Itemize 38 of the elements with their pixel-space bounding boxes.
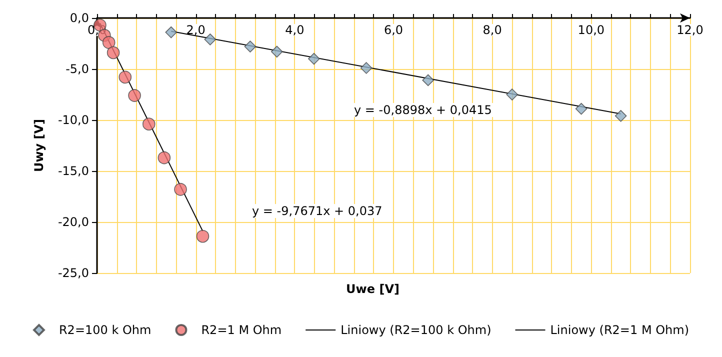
y-tick-label: 0,0 [70, 11, 89, 25]
x-tick-label: 12,0 [676, 23, 704, 37]
x-tick-label: 8,0 [482, 23, 502, 37]
legend-label: Liniowy (R2=1 M Ohm) [550, 323, 690, 337]
point [158, 151, 171, 164]
point [106, 46, 120, 60]
point [165, 26, 178, 38]
point [614, 110, 627, 122]
point [575, 102, 588, 115]
x-tick-label: 2,0 [186, 23, 206, 37]
annotation: y = -0,8898x + 0,0415 [354, 103, 492, 117]
point [244, 40, 256, 52]
point [506, 88, 518, 100]
legend-label: R2=100 k Ohm [58, 323, 152, 337]
point [118, 70, 132, 84]
point [196, 230, 210, 243]
point [308, 52, 320, 65]
y-tick-label: -15,0 [58, 164, 89, 178]
point [142, 118, 156, 130]
y-tick-label: -25,0 [58, 266, 89, 280]
y-tick-label: -10,0 [58, 113, 89, 127]
point [128, 89, 141, 102]
point [174, 182, 187, 196]
point [204, 34, 216, 46]
x-tick-label: 4,0 [285, 23, 304, 37]
y-axis-title: Uwy [V] [32, 118, 46, 172]
legend-label: Liniowy (R2=100 k Ohm) [340, 323, 492, 337]
annotation: y = -9,7671x + 0,037 [252, 204, 382, 218]
point [422, 74, 434, 86]
x-axis-title: Uwe [V] [346, 282, 400, 296]
point [102, 36, 116, 49]
x-tick-label: 10,0 [578, 23, 605, 37]
x-tick-label: 6,0 [384, 23, 404, 37]
point [270, 46, 283, 58]
y-tick-label: -5,0 [66, 62, 89, 76]
legend-label: R2=1 M Ohm [201, 323, 282, 337]
point [360, 62, 372, 74]
y-tick-label: -20,0 [58, 215, 89, 229]
